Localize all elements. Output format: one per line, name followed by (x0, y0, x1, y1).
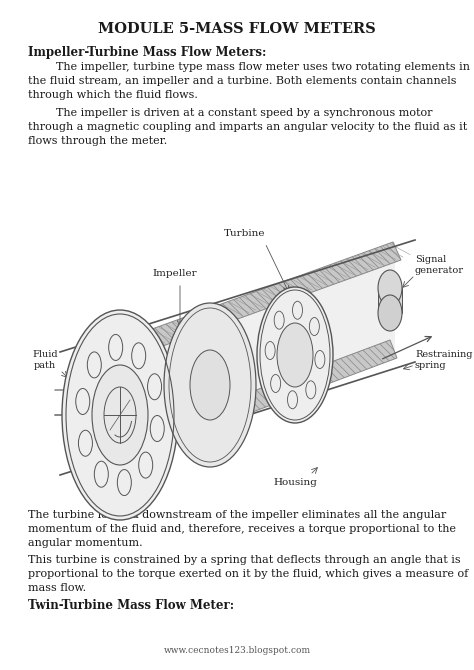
Text: through a magnetic coupling and imparts an angular velocity to the fluid as it: through a magnetic coupling and imparts … (28, 122, 467, 132)
Text: Signal
generator: Signal generator (415, 255, 464, 275)
Text: through which the fluid flows.: through which the fluid flows. (28, 90, 198, 100)
Polygon shape (80, 242, 401, 373)
Text: flows through the meter.: flows through the meter. (28, 136, 167, 146)
Text: www.cecnotes123.blogspot.com: www.cecnotes123.blogspot.com (164, 646, 310, 655)
Text: momentum of the fluid and, therefore, receives a torque proportional to the: momentum of the fluid and, therefore, re… (28, 524, 456, 534)
Ellipse shape (378, 270, 402, 306)
Text: Housing: Housing (273, 478, 317, 487)
Polygon shape (77, 340, 397, 475)
Ellipse shape (277, 323, 313, 387)
Text: The impeller, turbine type mass flow meter uses two rotating elements in: The impeller, turbine type mass flow met… (28, 62, 470, 72)
Text: The turbine located downstream of the impeller eliminates all the angular: The turbine located downstream of the im… (28, 510, 446, 520)
Text: the fluid stream, an impeller and a turbine. Both elements contain channels: the fluid stream, an impeller and a turb… (28, 76, 456, 86)
Text: Turbine: Turbine (224, 229, 266, 238)
Text: Restraining
spring: Restraining spring (415, 350, 473, 370)
Text: angular momentum.: angular momentum. (28, 538, 143, 548)
Ellipse shape (62, 310, 178, 520)
Bar (378, 288, 402, 313)
Text: Impeller-Turbine Mass Flow Meters:: Impeller-Turbine Mass Flow Meters: (28, 46, 266, 59)
Text: This turbine is constrained by a spring that deflects through an angle that is: This turbine is constrained by a spring … (28, 555, 461, 565)
Ellipse shape (92, 365, 148, 465)
Polygon shape (82, 242, 395, 475)
Text: Fluid
path: Fluid path (32, 350, 58, 370)
Ellipse shape (257, 287, 333, 423)
Ellipse shape (378, 295, 402, 331)
Text: Twin-Turbine Mass Flow Meter:: Twin-Turbine Mass Flow Meter: (28, 599, 234, 612)
Text: mass flow.: mass flow. (28, 583, 86, 593)
Text: The impeller is driven at a constant speed by a synchronous motor: The impeller is driven at a constant spe… (28, 108, 432, 118)
Ellipse shape (190, 350, 230, 420)
Text: MODULE 5-MASS FLOW METERS: MODULE 5-MASS FLOW METERS (98, 22, 376, 36)
Text: proportional to the torque exerted on it by the fluid, which gives a measure of: proportional to the torque exerted on it… (28, 569, 468, 579)
Ellipse shape (164, 303, 256, 467)
Text: Impeller: Impeller (153, 269, 197, 278)
